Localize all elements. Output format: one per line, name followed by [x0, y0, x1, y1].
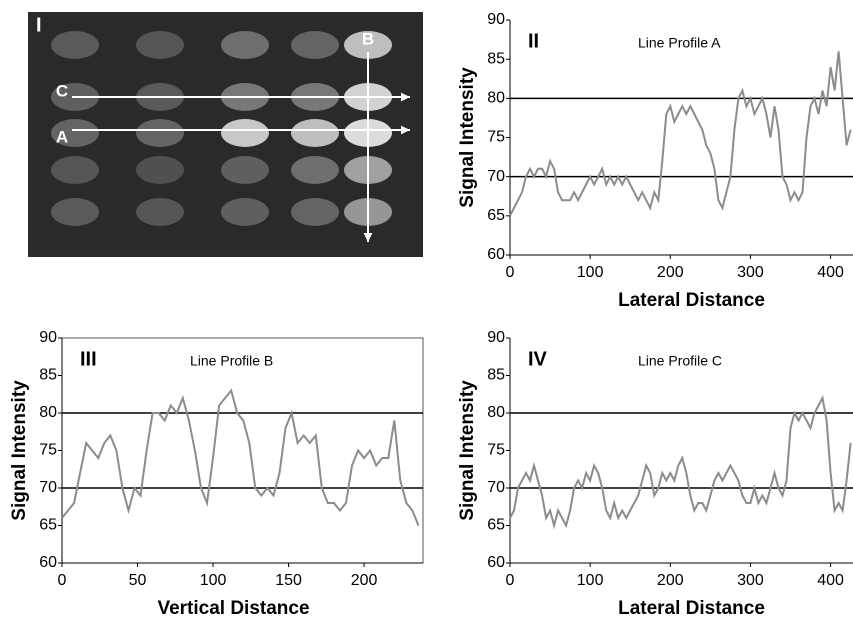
- arrow-head: [363, 232, 373, 242]
- annotation: A: [56, 127, 68, 146]
- x-tick-label: 200: [657, 572, 684, 589]
- x-tick-label: 100: [200, 572, 227, 589]
- x-tick-label: 50: [129, 572, 147, 589]
- x-axis-label: Lateral Distance: [618, 290, 765, 311]
- arrow-head: [400, 92, 410, 102]
- profile-line: [509, 51, 852, 217]
- annotation: B: [362, 29, 374, 48]
- x-tick-label: 300: [737, 264, 764, 281]
- profile-line: [509, 394, 852, 530]
- y-tick-label: 65: [487, 517, 505, 534]
- x-tick-label: 200: [351, 572, 378, 589]
- panel-label: III: [80, 348, 97, 370]
- panel-label: I: [36, 14, 42, 36]
- y-axis-label: Signal Intensity: [457, 67, 478, 208]
- spot: [291, 156, 339, 184]
- y-tick-label: 75: [487, 442, 505, 459]
- chart-title: Line Profile B: [190, 353, 273, 369]
- x-tick-label: 200: [657, 264, 684, 281]
- spot: [136, 31, 184, 59]
- y-tick-label: 70: [487, 479, 505, 496]
- spot: [344, 31, 392, 59]
- x-tick-label: 300: [737, 572, 764, 589]
- x-axis-label: Lateral Distance: [618, 598, 765, 619]
- y-tick-label: 85: [487, 367, 505, 384]
- panel-label: II: [528, 30, 539, 52]
- y-tick-label: 80: [39, 404, 57, 421]
- x-tick-label: 0: [506, 264, 515, 281]
- x-tick-label: 150: [275, 572, 302, 589]
- y-axis-label: Signal Intensity: [457, 380, 478, 521]
- x-tick-label: 400: [817, 264, 844, 281]
- spot: [136, 198, 184, 226]
- spot: [221, 198, 269, 226]
- annotation: C: [56, 81, 68, 100]
- x-axis-label: Vertical Distance: [157, 598, 309, 619]
- y-tick-label: 75: [39, 442, 57, 459]
- spot: [136, 119, 184, 147]
- y-axis-label: Signal Intensity: [9, 380, 30, 521]
- y-tick-label: 75: [487, 129, 505, 146]
- y-tick-label: 90: [487, 329, 505, 346]
- y-tick-label: 85: [39, 367, 57, 384]
- spot: [51, 198, 99, 226]
- x-tick-label: 100: [577, 572, 604, 589]
- x-tick-label: 100: [577, 264, 604, 281]
- x-tick-label: 0: [58, 572, 67, 589]
- y-tick-label: 80: [487, 90, 505, 107]
- y-tick-label: 60: [487, 554, 505, 571]
- y-tick-label: 60: [39, 554, 57, 571]
- spot: [51, 31, 99, 59]
- y-tick-label: 90: [39, 329, 57, 346]
- y-tick-label: 90: [487, 11, 505, 28]
- spot: [51, 156, 99, 184]
- panel-label: IV: [528, 348, 548, 370]
- y-tick-label: 70: [487, 168, 505, 185]
- chart-title: Line Profile C: [638, 353, 722, 369]
- spot: [291, 119, 339, 147]
- spot: [221, 119, 269, 147]
- spot: [136, 156, 184, 184]
- spot: [221, 31, 269, 59]
- y-tick-label: 60: [487, 246, 505, 263]
- spot: [51, 119, 99, 147]
- x-tick-label: 400: [817, 572, 844, 589]
- y-tick-label: 80: [487, 404, 505, 421]
- chart-title: Line Profile A: [638, 35, 721, 51]
- x-tick-label: 0: [506, 572, 515, 589]
- y-tick-label: 65: [39, 517, 57, 534]
- y-tick-label: 65: [487, 207, 505, 224]
- profile-line: [61, 388, 420, 526]
- y-tick-label: 85: [487, 50, 505, 67]
- y-tick-label: 70: [39, 479, 57, 496]
- spot: [291, 198, 339, 226]
- spot: [291, 31, 339, 59]
- arrow-head: [400, 125, 410, 135]
- spot: [221, 156, 269, 184]
